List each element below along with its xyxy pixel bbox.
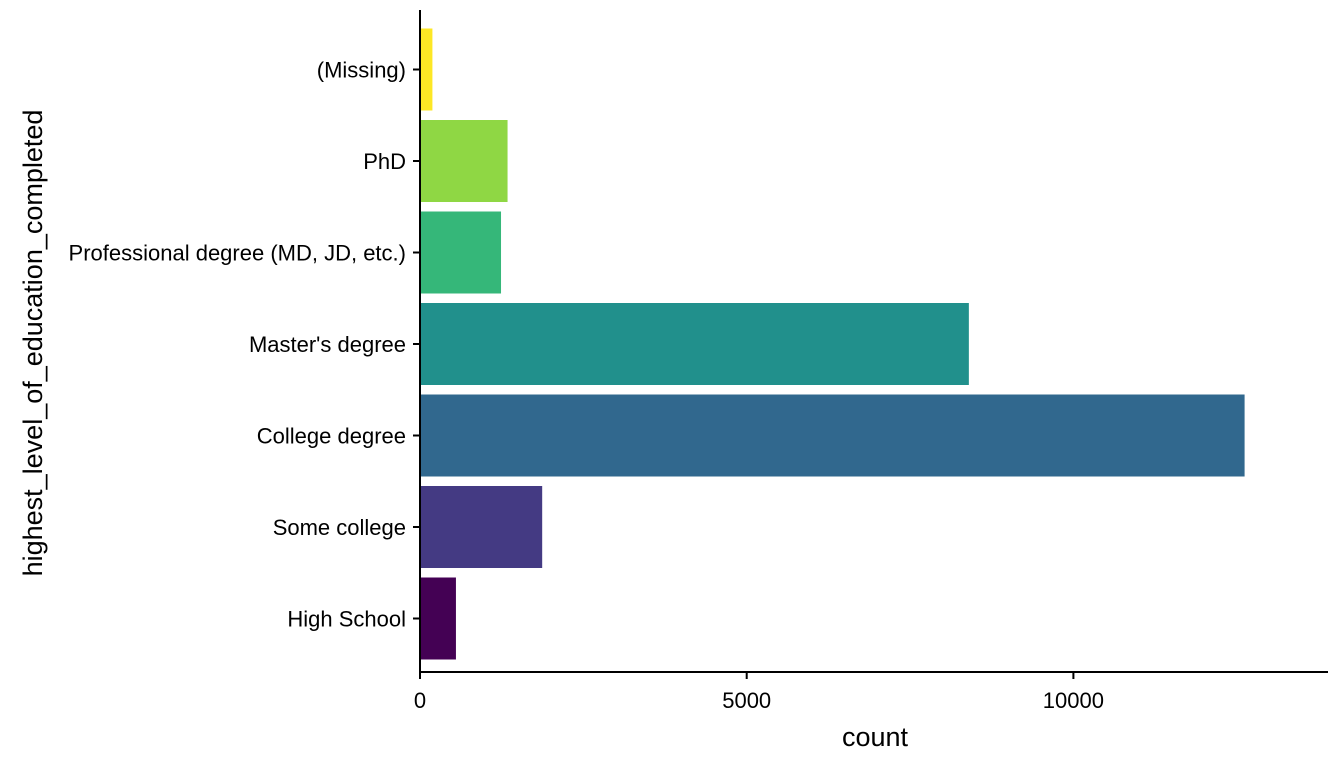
bar-master-s-degree [420,303,969,385]
x-tick-label: 10000 [1043,688,1104,713]
y-tick-label: Professional degree (MD, JD, etc.) [69,241,406,266]
y-axis-title: highest_level_of_education_completed [18,110,48,577]
bar-missing [420,28,433,111]
bar-professional-degree-md-jd-etc [420,211,502,294]
y-tick-label: (Missing) [317,58,406,83]
y-tick-label: College degree [257,424,406,449]
x-axis: 0 5000 10000 [414,671,1328,713]
bars-layer [420,28,1245,660]
x-tick-label: 5000 [722,688,771,713]
bar-some-college [420,486,543,568]
bar-college-degree [420,394,1245,477]
x-axis-title: count [842,722,909,752]
bar-phd [420,120,508,202]
y-tick-label: High School [287,607,406,632]
bar-high-school [420,577,456,660]
y-tick-label: Some college [273,515,406,540]
y-tick-label: PhD [363,149,406,174]
y-axis: High School Some college College degree Mas… [69,10,421,672]
y-tick-label: Master's degree [249,332,406,357]
x-tick-label: 0 [414,688,426,713]
